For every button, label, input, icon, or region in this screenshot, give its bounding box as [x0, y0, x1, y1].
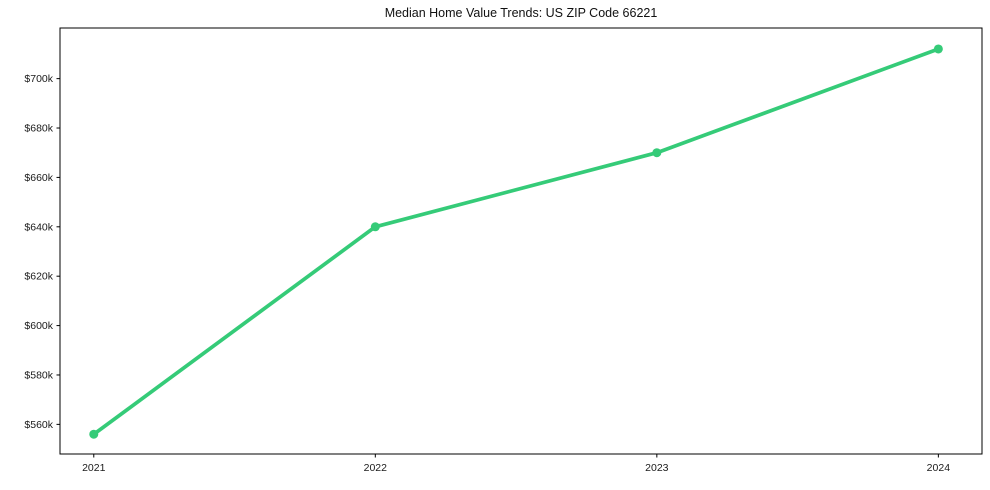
y-tick-label: $560k: [24, 419, 53, 431]
chart-title: Median Home Value Trends: US ZIP Code 66…: [384, 6, 658, 20]
y-tick-label: $620k: [24, 271, 53, 283]
data-point-marker: [89, 429, 99, 439]
x-tick-label: 2023: [645, 462, 669, 474]
plot-area: [59, 27, 983, 455]
x-tick-label: 2024: [927, 462, 951, 474]
data-point-marker: [933, 44, 943, 54]
y-tick-label: $640k: [24, 221, 53, 233]
y-tick-label: $660k: [24, 172, 53, 184]
data-point-marker: [652, 148, 662, 158]
y-tick-label: $580k: [24, 369, 53, 381]
trend-line: [91, 47, 941, 437]
y-tick-label: $600k: [24, 320, 53, 332]
x-tick-label: 2021: [82, 462, 106, 474]
x-tick-label: 2022: [364, 462, 388, 474]
data-point-marker: [370, 222, 380, 232]
y-tick-label: $680k: [24, 123, 53, 135]
y-tick-label: $700k: [24, 73, 53, 85]
